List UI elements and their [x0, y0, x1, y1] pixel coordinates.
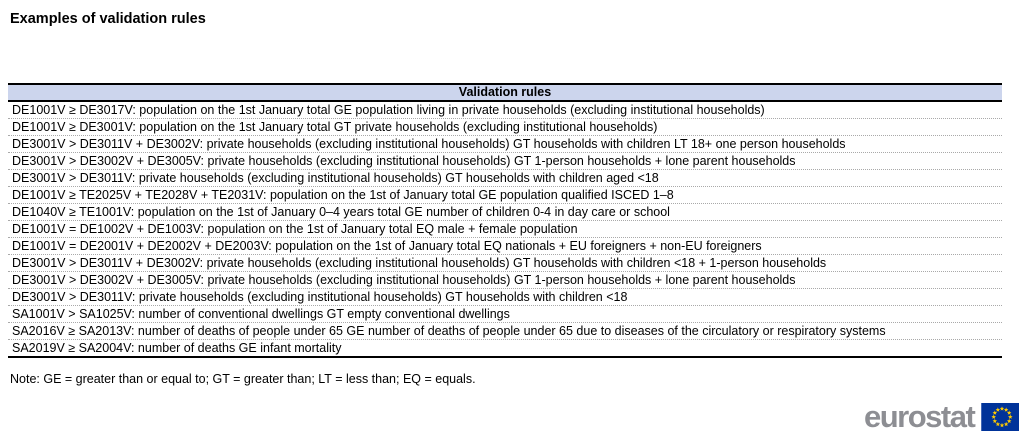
- table-row: DE3001V > DE3011V + DE3002V: private hou…: [8, 136, 1002, 153]
- eurostat-logo-text: eurostat: [864, 399, 976, 434]
- table-row: SA1001V > SA1025V: number of conventiona…: [8, 306, 1002, 323]
- table-row: DE1001V = DE1002V + DE1003V: population …: [8, 221, 1002, 238]
- table-row: DE1001V = DE2001V + DE2002V + DE2003V: p…: [8, 238, 1002, 255]
- table-row: SA2016V ≥ SA2013V: number of deaths of p…: [8, 323, 1002, 340]
- table-row: DE1001V ≥ TE2025V + TE2028V + TE2031V: p…: [8, 187, 1002, 204]
- validation-rules-table: Validation rules DE1001V ≥ DE3017V: popu…: [8, 83, 1002, 358]
- table-header: Validation rules: [8, 83, 1002, 102]
- page-title: Examples of validation rules: [10, 11, 206, 27]
- table-row: DE3001V > DE3002V + DE3005V: private hou…: [8, 153, 1002, 170]
- note-text: Note: GE = greater than or equal to; GT …: [10, 372, 476, 386]
- eurostat-logo: eurostat: [864, 401, 1019, 432]
- validation-rules-list: DE1001V ≥ DE3017V: population on the 1st…: [8, 102, 1002, 358]
- table-row: DE3001V > DE3011V: private households (e…: [8, 289, 1002, 306]
- table-row: DE1001V ≥ DE3001V: population on the 1st…: [8, 119, 1002, 136]
- table-row: DE3001V > DE3011V + DE3002V: private hou…: [8, 255, 1002, 272]
- table-row: DE1040V ≥ TE1001V: population on the 1st…: [8, 204, 1002, 221]
- table-row: SA2019V ≥ SA2004V: number of deaths GE i…: [8, 340, 1002, 358]
- table-row: DE3001V > DE3002V + DE3005V: private hou…: [8, 272, 1002, 289]
- eu-flag-icon: [981, 402, 1019, 431]
- table-row: DE3001V > DE3011V: private households (e…: [8, 170, 1002, 187]
- table-row: DE1001V ≥ DE3017V: population on the 1st…: [8, 102, 1002, 119]
